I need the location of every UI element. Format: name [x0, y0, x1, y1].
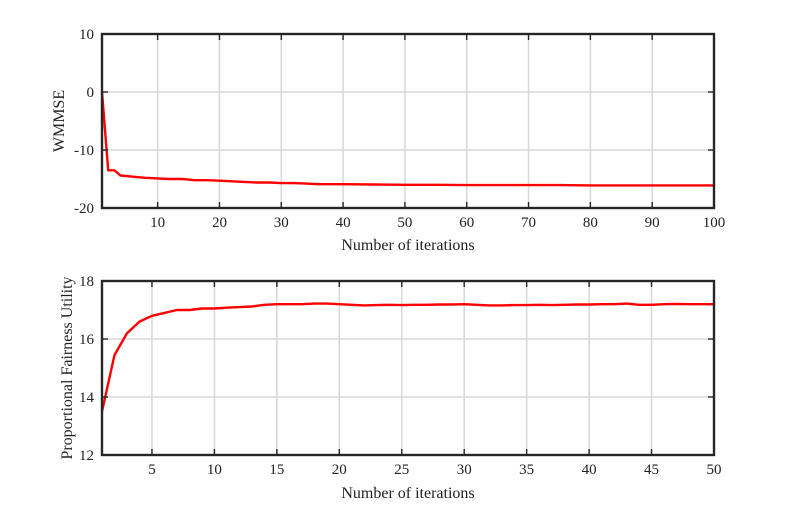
pf-x-tick-label: 30 [457, 462, 472, 478]
wmmse-x-tick-label: 40 [336, 215, 351, 231]
wmmse-y-tick-label: -20 [74, 201, 94, 217]
pf-y-tick-label: 12 [79, 448, 94, 464]
pf-y-tick-label: 18 [79, 274, 94, 290]
pf-series-line [100, 302, 716, 413]
pf-plot-area [102, 281, 714, 455]
pf-x-tick-label: 20 [332, 462, 347, 478]
wmmse-x-tick-label: 10 [150, 215, 165, 231]
pf-x-tick-label: 15 [269, 462, 284, 478]
pf-y-axis-label: Proportional Fairness Utility [59, 276, 76, 459]
wmmse-x-tick-label: 30 [274, 215, 289, 231]
wmmse-series-line [100, 90, 716, 187]
wmmse-y-tick-label: 10 [79, 27, 94, 43]
pf-y-tick-label: 16 [79, 332, 95, 348]
wmmse-axes-box [100, 32, 716, 210]
wmmse-y-tick-label: -10 [74, 143, 94, 159]
pf-axes-box [100, 279, 716, 457]
wmmse-x-tick-label: 70 [521, 215, 536, 231]
pf-x-tick-label: 25 [394, 462, 409, 478]
pf-x-tick-label: 40 [582, 462, 597, 478]
pf-x-tick-label: 5 [148, 462, 156, 478]
pf-x-tick-label: 10 [207, 462, 222, 478]
pf-x-tick-label: 45 [644, 462, 659, 478]
proportional-fairness-chart: 5 10 15 20 25 30 35 40 45 50 12 14 16 18 Number of ite… [59, 274, 722, 502]
wmmse-x-tick-label: 60 [459, 215, 474, 231]
wmmse-y-axis-label: WMMSE [51, 90, 68, 152]
wmmse-x-tick-label: 80 [583, 215, 598, 231]
pf-x-tick-label: 35 [519, 462, 534, 478]
wmmse-x-tick-label: 20 [212, 215, 227, 231]
wmmse-x-axis-label: Number of iterations [341, 237, 474, 254]
wmmse-x-tick-label: 90 [645, 215, 660, 231]
wmmse-chart: 10 20 30 40 50 60 70 80 90 100 -20 -10 0 10 Number of … [51, 27, 725, 254]
wmmse-y-tick-label: 0 [87, 85, 95, 101]
pf-x-axis-label: Number of iterations [341, 485, 474, 502]
pf-x-tick-label: 50 [707, 462, 722, 478]
wmmse-plot-area [102, 34, 714, 208]
wmmse-x-tick-label: 100 [703, 215, 726, 231]
pf-y-tick-label: 14 [79, 390, 95, 406]
wmmse-x-tick-label: 50 [397, 215, 412, 231]
